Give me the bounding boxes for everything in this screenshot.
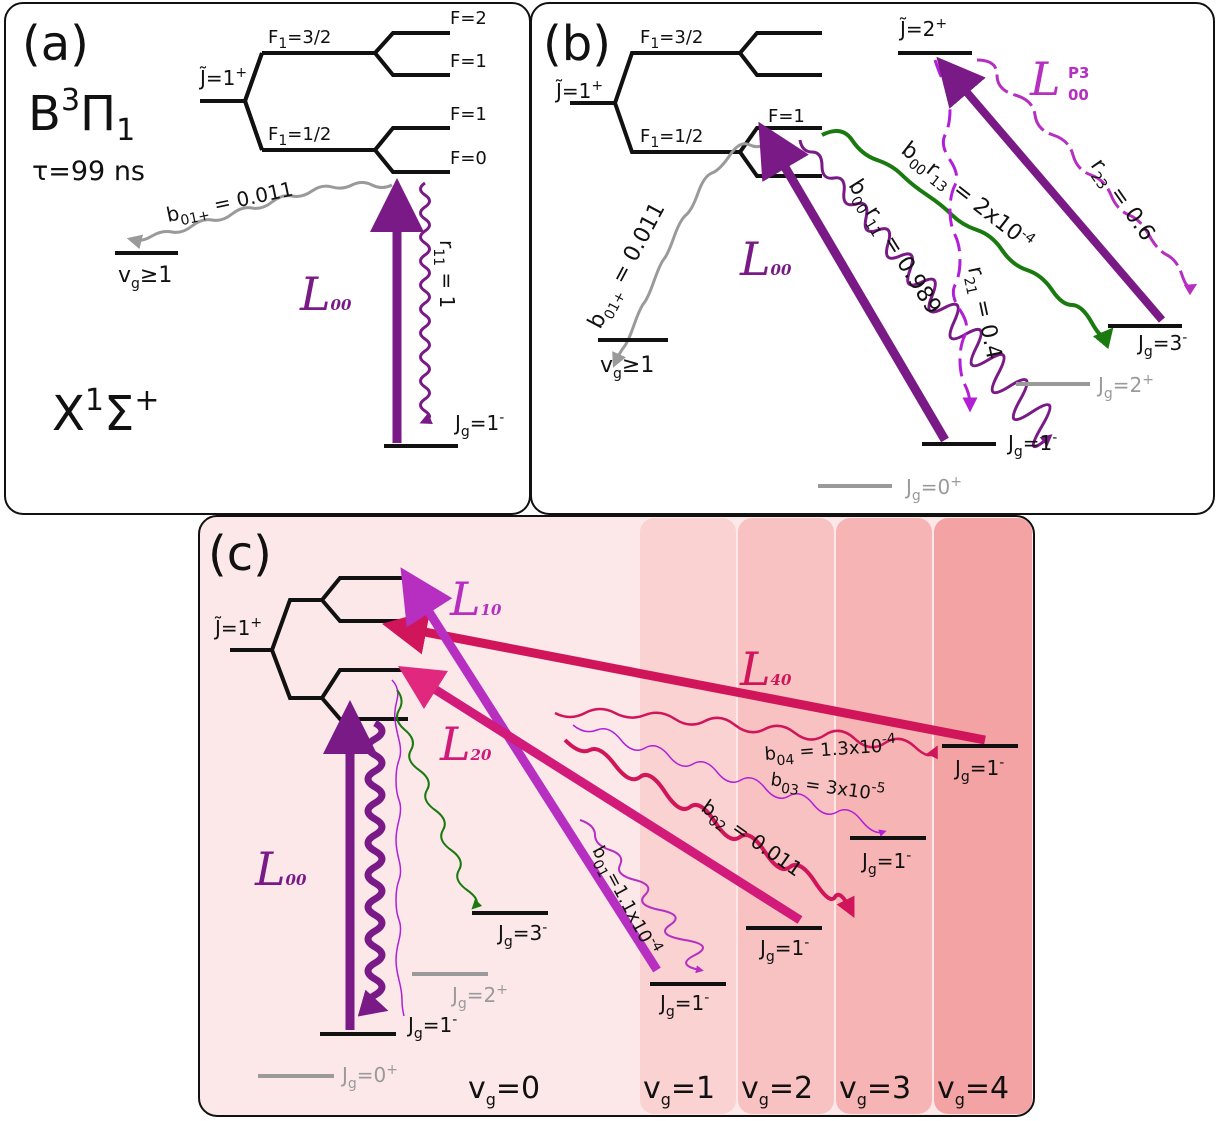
l10-label-c: L10 <box>449 572 502 626</box>
vg-label-c-1: vg=1 <box>643 1071 715 1109</box>
f-label-a-0: F=2 <box>450 8 487 29</box>
f-label-a-2: F=1 <box>450 104 487 125</box>
l10-arrow-c <box>400 567 661 973</box>
l40-label-c: L40 <box>739 642 792 696</box>
jg1-label-a: Jg=1- <box>453 410 504 440</box>
l00-label-c: L00 <box>254 842 307 896</box>
lp3-sup-b: P3 <box>1068 64 1089 82</box>
vg-label-c-2: vg=2 <box>741 1071 813 1109</box>
vg3-band <box>836 518 932 1114</box>
vg-label-b: vg≥1 <box>600 353 654 382</box>
panel-a-label: (a) <box>22 16 89 72</box>
jg-label-c-3: Jg=1- <box>658 990 709 1020</box>
j-label-c: J̃=1+ <box>213 615 262 640</box>
decay-r21-b <box>933 59 978 413</box>
panel-a: (a) B3Π1 τ=99 ns J̃=1+ F1=3/2 F1=1/2 F=2… <box>4 2 531 515</box>
decay-b01-c <box>579 819 704 974</box>
j2-label-b: J̃=2+ <box>898 16 947 41</box>
jg-label-c-6: Jg=1- <box>406 1012 457 1042</box>
jg2-label-b: Jg=2+ <box>1096 372 1154 402</box>
lifetime-label: τ=99 ns <box>32 156 145 187</box>
f1-lower-label-b: F1=1/2 <box>640 126 703 151</box>
decay-thin-c <box>391 679 405 1017</box>
vg-label-c-0: vg=0 <box>468 1071 540 1109</box>
panel-c-label: (c) <box>208 526 272 582</box>
decay-b00-c <box>357 719 389 1017</box>
decay-green-c <box>396 689 483 910</box>
lp3-arrow-b <box>936 56 1166 323</box>
l40-arrow-c <box>381 610 986 745</box>
r11-label-a: r11 = 1 <box>430 240 459 308</box>
panel-b-label: (b) <box>543 16 611 72</box>
l00-label-b: L00 <box>739 232 792 286</box>
jg-label-c-7: Jg=0+ <box>340 1062 398 1092</box>
jg-label-c-5: Jg=2+ <box>450 982 508 1012</box>
jg-label-c-0: Jg=1- <box>953 755 1004 785</box>
lp3-sub-b: 00 <box>1068 86 1089 104</box>
l20-label-c: L20 <box>439 717 492 771</box>
decay-r11-b <box>798 139 1053 449</box>
decay-b03-c <box>572 724 887 837</box>
l00-arrow-b <box>758 121 949 443</box>
vg-label-a: vg≥1 <box>118 263 172 292</box>
branch-arrow-a <box>126 181 393 250</box>
hyperfine-tree-b <box>570 31 822 178</box>
f1-upper-label-b: F1=3/2 <box>640 27 703 52</box>
vg-label-c-3: vg=3 <box>839 1071 911 1109</box>
jg-label-c-4: Jg=3- <box>496 920 547 950</box>
state-b-label: B3Π1 <box>28 83 135 148</box>
jg1-label-b: Jg=1- <box>1006 430 1057 460</box>
f1-upper-label-a: F1=3/2 <box>268 27 331 52</box>
vg-label-c-4: vg=4 <box>937 1071 1009 1109</box>
jg0-label-b: Jg=0+ <box>904 474 962 504</box>
panel-b: (b) J̃=1+ F1=3/2 F1=1/2 F=1 J̃=2+ b01+ =… <box>530 2 1215 515</box>
decay-b02-c <box>563 738 855 918</box>
b03-label-c: b03 = 3x10-5 <box>769 765 887 811</box>
state-x-label: X1Σ+ <box>52 383 159 442</box>
l00-label-a: L00 <box>299 267 352 321</box>
decay-r11-a <box>419 181 433 425</box>
l20-arrow-c <box>397 665 803 924</box>
f-label-a-1: F=1 <box>450 51 487 72</box>
vg1-band <box>640 518 736 1114</box>
branch-arrow-b <box>612 138 772 368</box>
hyperfine-tree-a <box>200 31 450 174</box>
jg3-label-b: Jg=3- <box>1136 330 1187 360</box>
decay-b04-c <box>554 707 938 760</box>
vg2-band <box>738 518 834 1114</box>
panel-c: (c) J̃=1+ L40 L10 L20 L00 b04 = 1.3x10-4… <box>198 515 1035 1117</box>
f-label-b: F=1 <box>768 106 805 127</box>
vg4-band <box>934 518 1032 1114</box>
hyperfine-tree-c <box>230 576 408 721</box>
f-label-a-3: F=0 <box>450 148 487 169</box>
lp3-label-b: L <box>1029 52 1061 106</box>
j-label-b: J̃=1+ <box>554 78 603 103</box>
decay-r13-b <box>821 129 1114 350</box>
decay-r23-b <box>976 58 1198 296</box>
jg-label-c-2: Jg=1- <box>758 935 809 965</box>
j-label-a: J̃=1+ <box>198 65 247 90</box>
jg-label-c-1: Jg=1- <box>860 848 911 878</box>
f1-lower-label-a: F1=1/2 <box>268 124 331 149</box>
